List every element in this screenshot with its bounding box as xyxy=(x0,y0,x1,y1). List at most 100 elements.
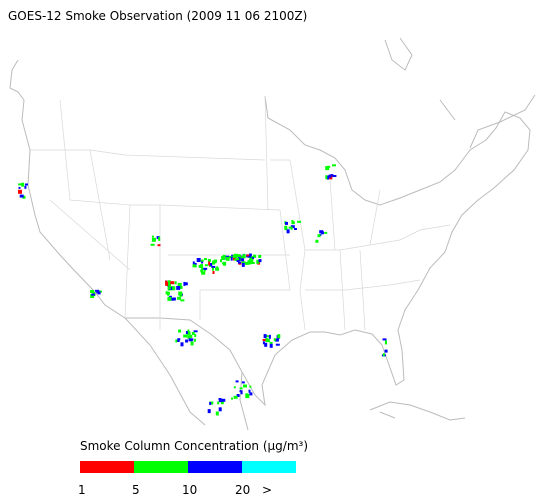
smoke-pixel xyxy=(384,340,387,344)
smoke-pixel xyxy=(238,261,241,264)
smoke-pixel xyxy=(201,271,206,275)
smoke-pixel xyxy=(184,282,188,286)
smoke-pixel xyxy=(175,340,180,342)
smoke-pixel xyxy=(170,281,175,285)
smoke-pixel xyxy=(183,334,188,338)
smoke-pixel xyxy=(18,186,21,189)
smoke-pixel xyxy=(185,339,189,343)
smoke-pixel xyxy=(187,331,191,334)
smoke-pixel xyxy=(274,338,279,342)
smoke-pixel xyxy=(241,256,244,261)
smoke-pixel xyxy=(21,182,25,187)
smoke-pixel xyxy=(382,338,387,341)
smoke-pixel xyxy=(22,195,26,199)
colorbar-segment xyxy=(80,461,134,473)
smoke-pixel xyxy=(249,385,252,388)
smoke-pixel xyxy=(245,393,249,397)
smoke-pixel xyxy=(384,349,388,353)
smoke-pixel xyxy=(207,409,211,414)
smoke-pixel xyxy=(249,261,252,265)
smoke-pixel xyxy=(190,341,194,346)
smoke-pixel xyxy=(268,334,271,339)
smoke-pixel xyxy=(151,235,154,238)
smoke-pixel xyxy=(209,263,213,266)
smoke-pixel xyxy=(200,269,204,273)
colorbar-tick-label: 5 xyxy=(132,483,140,497)
smoke-pixel xyxy=(240,390,243,395)
smoke-pixel xyxy=(284,225,288,229)
smoke-pixel xyxy=(239,390,242,393)
state-lines xyxy=(30,95,451,331)
colorbar-tick-label: 20 xyxy=(235,483,250,497)
smoke-pixel xyxy=(194,265,197,268)
smoke-pixel xyxy=(252,257,255,260)
smoke-pixel xyxy=(325,166,330,171)
smoke-pixel xyxy=(200,259,204,262)
smoke-pixel xyxy=(201,261,204,264)
smoke-pixel xyxy=(241,381,245,384)
smoke-pixel xyxy=(241,262,245,267)
smoke-pixel xyxy=(284,228,288,231)
smoke-pixel xyxy=(262,339,266,341)
smoke-pixel xyxy=(275,343,280,346)
smoke-pixel xyxy=(242,254,246,259)
smoke-pixel xyxy=(233,395,238,399)
smoke-pixel xyxy=(168,287,171,290)
smoke-pixel xyxy=(187,335,191,339)
smoke-pixel xyxy=(382,353,385,357)
smoke-pixel xyxy=(265,335,270,338)
smoke-pixel xyxy=(209,402,212,405)
smoke-pixel xyxy=(172,297,176,301)
smoke-pixel xyxy=(241,261,246,264)
smoke-pixel xyxy=(297,220,302,223)
smoke-pixel xyxy=(269,341,273,344)
smoke-pixel xyxy=(180,342,184,347)
smoke-pixel xyxy=(235,380,239,383)
smoke-pixel xyxy=(18,183,23,186)
smoke-pixel xyxy=(194,334,197,338)
smoke-pixel xyxy=(171,297,175,301)
smoke-pixel xyxy=(168,283,171,287)
smoke-pixel xyxy=(325,175,328,180)
smoke-pixel xyxy=(185,331,188,334)
smoke-pixel xyxy=(175,339,178,343)
smoke-pixel xyxy=(25,183,28,186)
smoke-pixel xyxy=(256,259,260,264)
smoke-pixel xyxy=(204,258,207,261)
smoke-pixel xyxy=(248,389,251,393)
smoke-pixel xyxy=(245,261,250,265)
smoke-pixel xyxy=(180,299,185,302)
smoke-pixel xyxy=(196,258,201,262)
smoke-pixel xyxy=(190,334,193,338)
smoke-pixel xyxy=(171,286,176,291)
colorbar-tick-label: 1 xyxy=(78,483,86,497)
smoke-pixel xyxy=(208,261,211,266)
smoke-pixel xyxy=(249,392,253,396)
smoke-pixel xyxy=(250,260,253,264)
smoke-pixel xyxy=(156,236,160,240)
smoke-pixel xyxy=(209,401,214,405)
smoke-pixel xyxy=(294,228,297,230)
smoke-pixel xyxy=(264,342,268,347)
smoke-pixel xyxy=(220,401,224,405)
smoke-pixel xyxy=(248,253,252,257)
smoke-pixel xyxy=(217,401,220,405)
smoke-pixel xyxy=(194,262,197,265)
smoke-pixel xyxy=(167,280,171,285)
smoke-pixel xyxy=(183,281,186,286)
colorbar: 1 5 10 20 > xyxy=(78,461,296,497)
smoke-pixel xyxy=(249,258,253,262)
smoke-pixel xyxy=(269,343,273,348)
smoke-pixel xyxy=(158,236,161,241)
smoke-pixel xyxy=(90,290,95,293)
smoke-pixel xyxy=(232,254,237,258)
mexico-coast xyxy=(124,317,249,431)
smoke-pixel xyxy=(263,334,267,339)
smoke-pixel xyxy=(188,338,193,342)
smoke-pixel xyxy=(166,291,170,295)
smoke-pixel xyxy=(222,254,226,257)
smoke-pixel xyxy=(177,296,182,300)
smoke-pixel xyxy=(165,281,169,286)
colorbar-segment xyxy=(134,461,188,473)
smoke-pixel xyxy=(332,175,337,177)
